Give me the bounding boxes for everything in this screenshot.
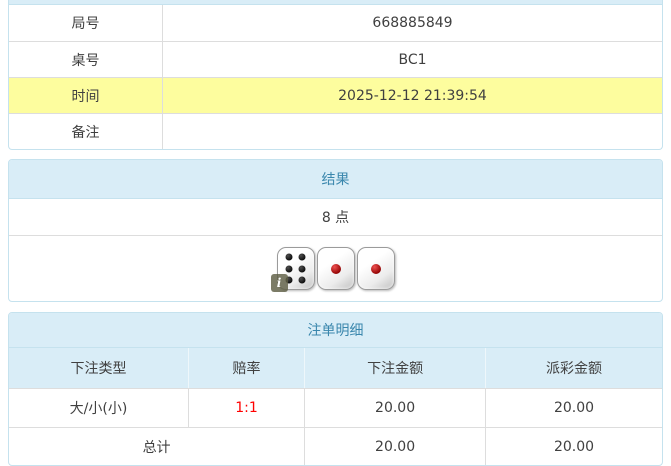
die-pip [285,276,293,284]
result-points: 8 点 [9,199,662,236]
col-header-payout-amount: 派彩金额 [485,348,662,388]
bet-amount-value: 20.00 [304,389,485,427]
remark-value [163,114,662,149]
die-pip [370,263,381,274]
total-label: 总计 [142,439,171,456]
bets-panel-title: 注单明细 [9,313,662,348]
col-header-bet-type: 下注类型 [70,361,127,377]
time-value: 2025-12-12 21:39:54 [163,78,662,113]
table-row-time: 时间 2025-12-12 21:39:54 [9,77,662,113]
col-header-bet-amount: 下注金额 [304,348,485,388]
col-header-odds: 赔率 [187,348,304,388]
table-row-total: 总计 20.00 20.00 [9,427,662,465]
round-id-value: 668885849 [372,15,453,31]
result-panel: 结果 8 点 i [8,159,663,302]
time-label: 时间 [9,78,163,113]
dice-row: i [9,236,662,301]
table-row-round-id: 局号 668885849 [9,5,662,41]
remark-label: 备注 [9,114,163,149]
total-payout-amount: 20.00 [485,428,662,465]
table-row-table-id: 桌号 BC1 [9,41,662,77]
total-bet-amount: 20.00 [304,428,485,465]
die-6-icon: i [270,247,315,292]
bet-odds-value: 1:1 [187,389,304,427]
die-pip [298,265,306,272]
table-row-remark: 备注 [9,113,662,149]
die-pip [285,253,293,261]
die-pip [285,265,293,272]
die-1-icon [356,247,395,290]
panel-header-cutoff [9,0,662,5]
bet-type-value: 大/小(小) [69,401,128,417]
game-info-panel: 局号 668885849 桌号 BC1 时间 2025-12-12 21:39:… [8,0,663,150]
die-1-icon [316,247,355,290]
round-id-label: 局号 [9,5,163,41]
bets-panel: 注单明细 下注类型 赔率 下注金额 派彩金额 大/小(小) 1:1 20.00 … [8,312,663,466]
table-id-label: 桌号 [9,42,163,77]
die-pip [298,253,306,261]
info-icon[interactable]: i [270,274,288,292]
result-panel-title: 结果 [9,160,662,199]
table-row-bet: 大/小(小) 1:1 20.00 20.00 [9,388,662,427]
die-pip [298,276,306,284]
bet-payout-value: 20.00 [485,389,662,427]
bets-header-row: 下注类型 赔率 下注金额 派彩金额 [9,348,662,388]
table-id-value: BC1 [398,51,427,68]
die-pip [330,263,341,274]
